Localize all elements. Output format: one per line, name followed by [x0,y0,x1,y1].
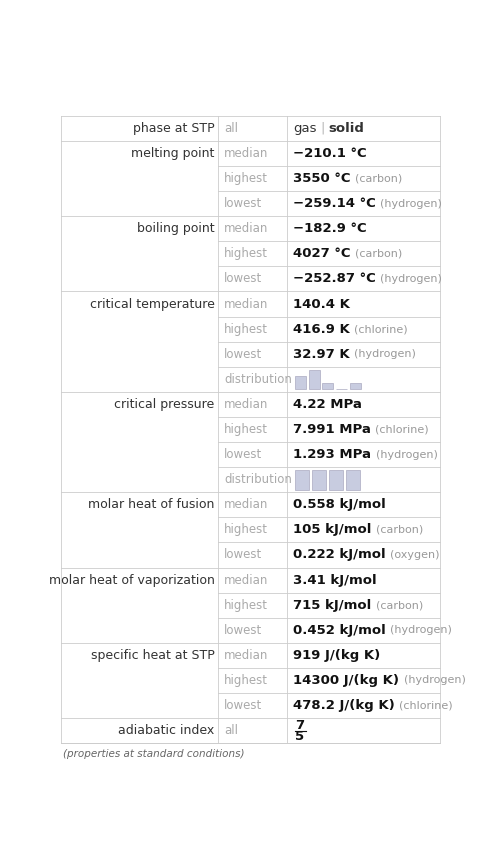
Text: adiabatic index: adiabatic index [118,724,214,737]
Text: boiling point: boiling point [137,222,214,235]
Text: (chlorine): (chlorine) [399,701,452,710]
Bar [322,383,333,389]
Text: 4027 °C: 4027 °C [292,247,350,260]
Text: 478.2 J/(kg K): 478.2 J/(kg K) [292,699,394,712]
Text: all: all [224,122,238,135]
Text: 14300 J/(kg K): 14300 J/(kg K) [292,674,398,687]
Text: 4.22 MPa: 4.22 MPa [292,398,361,411]
Text: (hydrogen): (hydrogen) [403,676,465,685]
Text: lowest: lowest [224,699,262,712]
Text: molar heat of fusion: molar heat of fusion [88,498,214,511]
Text: critical temperature: critical temperature [90,298,214,311]
Text: (carbon): (carbon) [354,174,402,183]
Bar [308,369,319,389]
Text: 1.293 MPa: 1.293 MPa [292,448,370,461]
Text: (carbon): (carbon) [354,249,402,259]
Text: |: | [320,122,324,135]
Text: lowest: lowest [224,624,262,637]
Text: 3550 °C: 3550 °C [292,172,350,185]
Text: gas: gas [292,122,316,135]
Text: (carbon): (carbon) [375,525,423,535]
Text: lowest: lowest [224,197,262,210]
Text: 105 kJ/mol: 105 kJ/mol [292,523,371,536]
Text: lowest: lowest [224,548,262,561]
Text: (hydrogen): (hydrogen) [375,450,437,459]
Text: highest: highest [224,423,267,436]
Text: (hydrogen): (hydrogen) [353,349,415,359]
Bar [294,471,308,490]
Text: 7.991 MPa: 7.991 MPa [292,423,370,436]
Text: highest: highest [224,323,267,336]
Text: phase at STP: phase at STP [133,122,214,135]
Text: distribution: distribution [224,373,291,386]
Text: −252.87 °C: −252.87 °C [292,272,375,285]
Text: lowest: lowest [224,448,262,461]
Text: critical pressure: critical pressure [114,398,214,411]
Text: molar heat of vaporization: molar heat of vaporization [49,573,214,586]
Text: 3.41 kJ/mol: 3.41 kJ/mol [292,573,376,586]
Text: 32.97 K: 32.97 K [292,348,349,361]
Text: lowest: lowest [224,272,262,285]
Text: 0.558 kJ/mol: 0.558 kJ/mol [292,498,385,511]
Bar [346,471,359,490]
Text: −210.1 °C: −210.1 °C [292,147,366,160]
Text: median: median [224,573,268,586]
Text: 919 J/(kg K): 919 J/(kg K) [292,649,380,662]
Text: 140.4 K: 140.4 K [292,298,349,311]
Bar [328,471,343,490]
Text: (carbon): (carbon) [375,600,422,610]
Text: melting point: melting point [131,147,214,160]
Text: 0.452 kJ/mol: 0.452 kJ/mol [292,624,385,637]
Text: median: median [224,147,268,160]
Text: 0.222 kJ/mol: 0.222 kJ/mol [292,548,385,561]
Text: −259.14 °C: −259.14 °C [292,197,375,210]
Text: (chlorine): (chlorine) [354,324,407,334]
Text: highest: highest [224,247,267,260]
Text: (chlorine): (chlorine) [375,425,428,434]
Text: median: median [224,649,268,662]
Text: −182.9 °C: −182.9 °C [292,222,366,235]
Text: (oxygen): (oxygen) [389,550,439,560]
Text: lowest: lowest [224,348,262,361]
Text: median: median [224,498,268,511]
Text: median: median [224,222,268,235]
Text: highest: highest [224,523,267,536]
Text: highest: highest [224,172,267,185]
Text: 7: 7 [294,719,304,732]
Text: 715 kJ/mol: 715 kJ/mol [292,599,370,612]
Text: (properties at standard conditions): (properties at standard conditions) [63,748,244,759]
Text: 416.9 K: 416.9 K [292,323,349,336]
Text: solid: solid [328,122,364,135]
Text: (hydrogen): (hydrogen) [380,274,441,284]
Text: specific heat at STP: specific heat at STP [91,649,214,662]
Bar [349,383,360,389]
Bar [294,376,305,389]
Text: all: all [224,724,238,737]
Text: (hydrogen): (hydrogen) [380,199,441,208]
Bar [311,471,325,490]
Text: distribution: distribution [224,473,291,486]
Text: 5: 5 [294,730,304,743]
Text: (hydrogen): (hydrogen) [389,625,451,635]
Text: highest: highest [224,674,267,687]
Text: highest: highest [224,599,267,612]
Text: median: median [224,298,268,311]
Text: median: median [224,398,268,411]
